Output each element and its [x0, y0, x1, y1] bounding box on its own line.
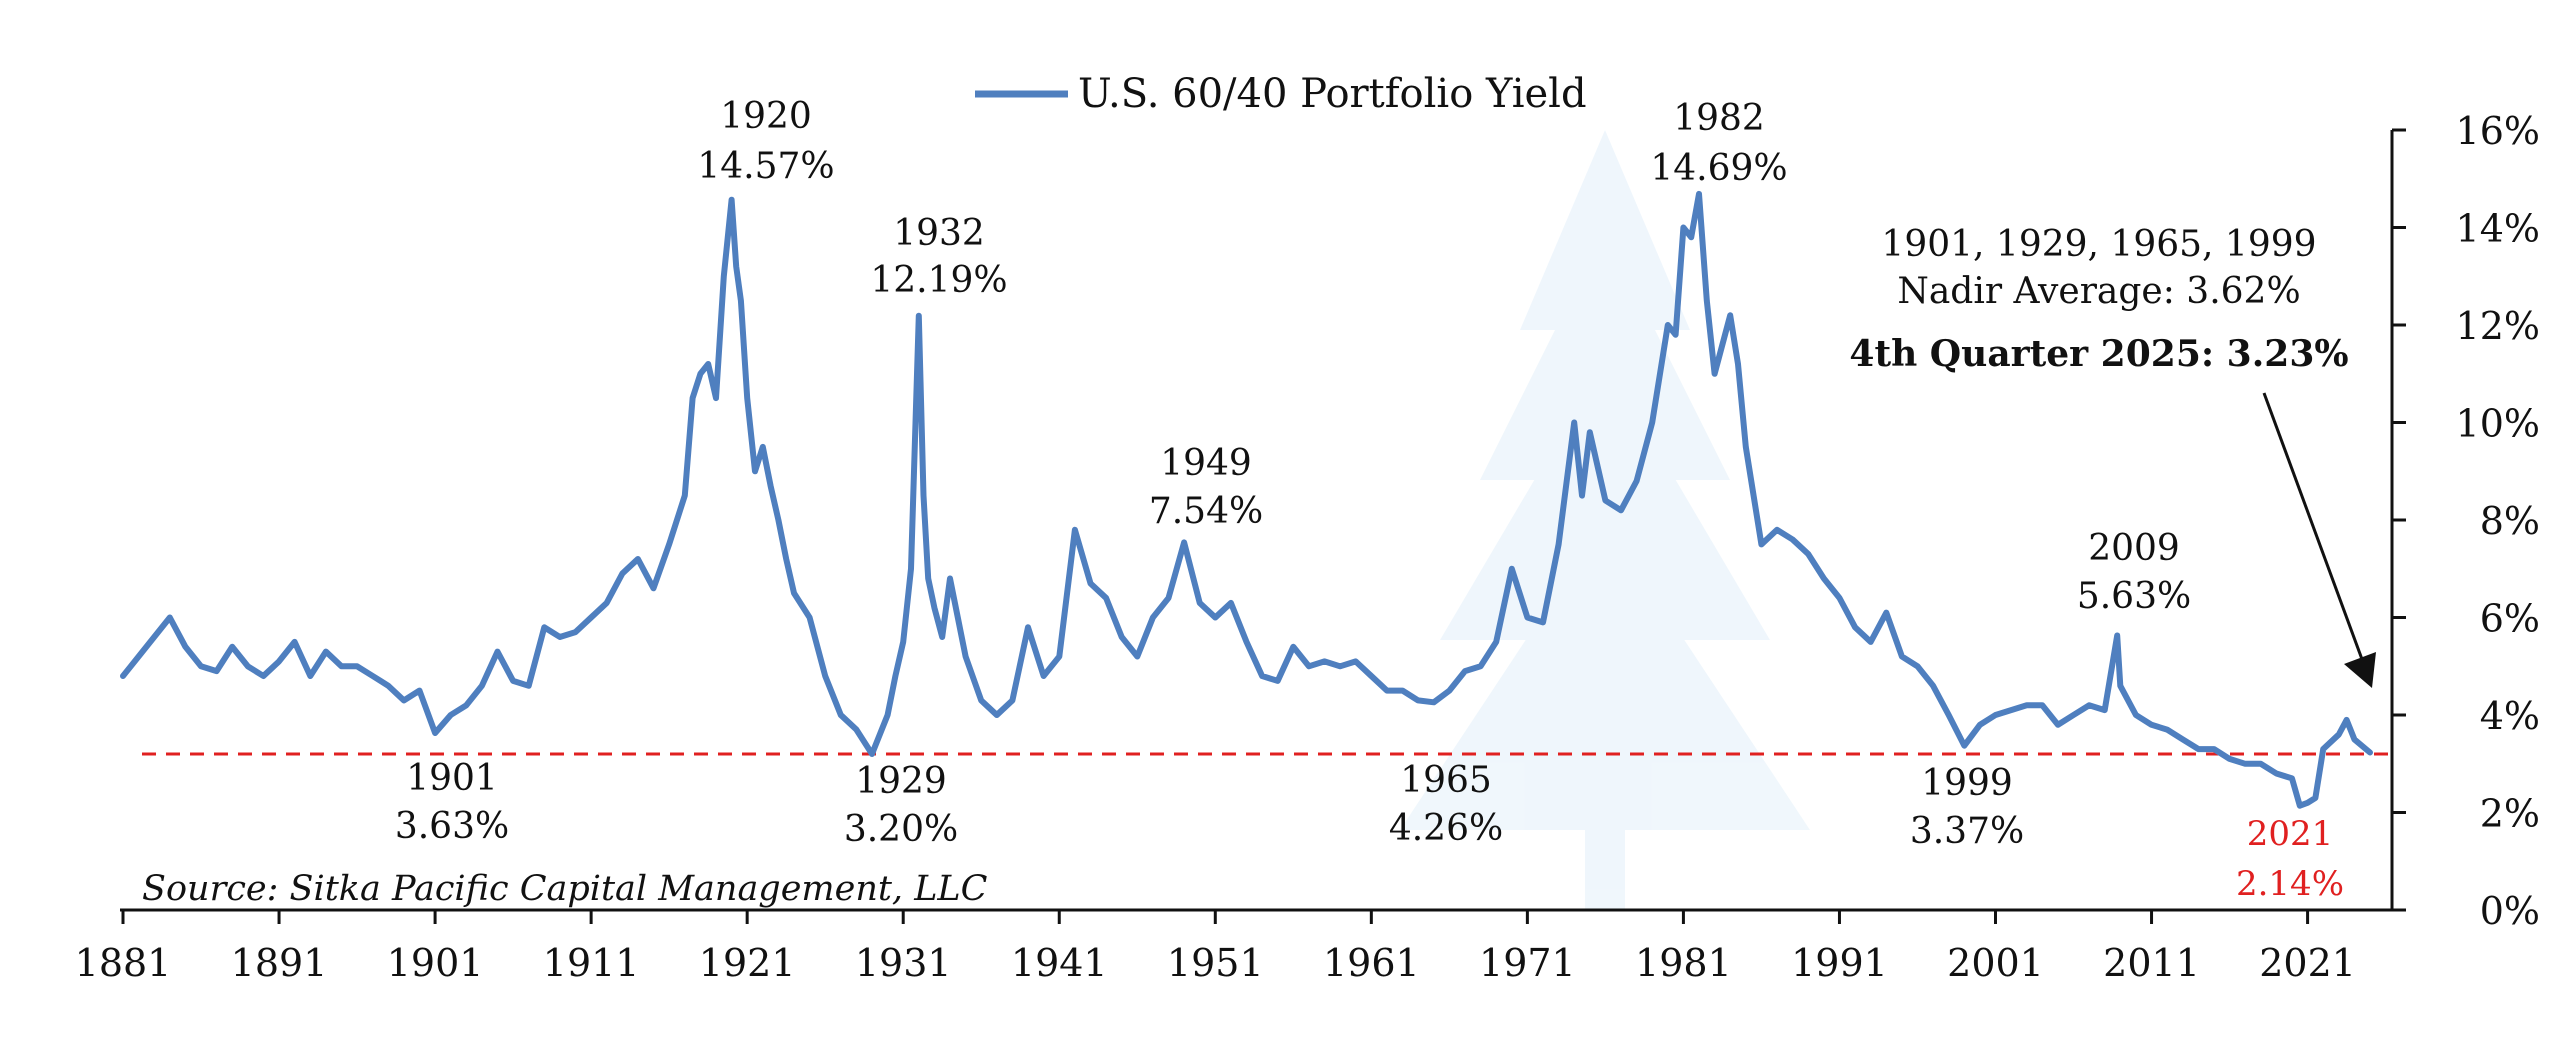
- y-tick-label: 10%: [2456, 402, 2540, 446]
- x-tick-label: 1981: [1635, 941, 1732, 985]
- x-tick-label: 1901: [387, 941, 484, 985]
- x-tick-label: 1891: [231, 941, 328, 985]
- annotation-1965-value: 4.26%: [1389, 808, 1503, 849]
- annotation-1982-value: 14.69%: [1650, 148, 1787, 189]
- x-tick-label: 2011: [2103, 941, 2200, 985]
- annotation-2009-value: 5.63%: [2077, 576, 2191, 617]
- annotation-1982-year: 1982: [1673, 98, 1765, 139]
- y-tick-label: 8%: [2480, 499, 2540, 543]
- y-tick-label: 12%: [2456, 304, 2540, 348]
- annotation-1901-year: 1901: [406, 758, 498, 799]
- annotation-1965-year: 1965: [1400, 760, 1492, 801]
- current-value-arrow: [2262, 392, 2365, 663]
- y-tick-label: 16%: [2456, 109, 2540, 153]
- x-tick-label: 2021: [2259, 941, 2356, 985]
- annotation-1982: 1982 14.69%: [1650, 98, 1787, 189]
- annotation-2021-year: 2021: [2247, 814, 2334, 854]
- x-tick-label: 2001: [1947, 941, 2044, 985]
- y-tick-label: 14%: [2456, 207, 2540, 251]
- annotation-1932: 1932 12.19%: [870, 213, 1007, 301]
- annotation-2021-value: 2.14%: [2236, 864, 2344, 904]
- annotation-1929-value: 3.20%: [844, 809, 958, 850]
- x-axis-ticks: 1881 1891 1901 1911 1921 1931 1941 1951 1961 1971…: [75, 910, 2356, 985]
- series-line-portfolio-yield: [120, 190, 2373, 809]
- annotation-1999-value: 3.37%: [1910, 811, 2024, 852]
- x-tick-label: 1951: [1167, 941, 1264, 985]
- x-tick-label: 1881: [75, 941, 172, 985]
- annotation-1999: 1999 3.37%: [1910, 763, 2024, 852]
- source-note: Source: Sitka Pacific Capital Management…: [142, 869, 988, 909]
- x-tick-label: 1991: [1791, 941, 1888, 985]
- current-value-note: 4th Quarter 2025: 3.23%: [1849, 333, 2348, 375]
- y-tick-label: 4%: [2480, 694, 2540, 738]
- nadir-average-note: Nadir Average: 3.62%: [1897, 271, 2300, 312]
- annotation-1920-year: 1920: [720, 96, 812, 137]
- x-tick-label: 1961: [1323, 941, 1420, 985]
- y-tick-label: 2%: [2480, 792, 2540, 836]
- annotation-1929-year: 1929: [855, 761, 947, 802]
- arrow-head-icon: [2344, 652, 2376, 688]
- nadir-years-note: 1901, 1929, 1965, 1999: [1881, 224, 2316, 265]
- legend-label: U.S. 60/40 Portfolio Yield: [1078, 71, 1587, 117]
- x-tick-label: 1941: [1011, 941, 1108, 985]
- annotation-1999-year: 1999: [1921, 763, 2013, 804]
- annotation-1949-value: 7.54%: [1149, 491, 1263, 532]
- x-tick-label: 1921: [699, 941, 796, 985]
- annotation-1920-value: 14.57%: [697, 146, 834, 187]
- annotation-2021: 2021 2.14%: [2236, 814, 2344, 904]
- annotation-1901-value: 3.63%: [395, 806, 509, 847]
- x-tick-label: 1971: [1479, 941, 1576, 985]
- annotation-1965: 1965 4.26%: [1389, 760, 1503, 849]
- annotation-1949: 1949 7.54%: [1149, 443, 1263, 532]
- annotation-1932-value: 12.19%: [870, 260, 1007, 301]
- legend: U.S. 60/40 Portfolio Yield: [975, 71, 1587, 117]
- y-tick-label: 0%: [2480, 889, 2540, 933]
- annotation-1929: 1929 3.20%: [844, 761, 958, 850]
- annotation-1901: 1901 3.63%: [395, 758, 509, 847]
- annotation-1949-year: 1949: [1160, 443, 1252, 484]
- x-tick-label: 1931: [855, 941, 952, 985]
- y-tick-label: 6%: [2480, 597, 2540, 641]
- annotation-2009: 2009 5.63%: [2077, 528, 2191, 617]
- x-tick-label: 1911: [543, 941, 640, 985]
- y-axis-ticks: 0% 2% 4% 6% 8% 10% 12% 14% 16%: [2392, 109, 2540, 933]
- annotation-1920: 1920 14.57%: [697, 96, 834, 187]
- annotation-1932-year: 1932: [893, 213, 985, 254]
- annotation-2009-year: 2009: [2088, 528, 2180, 569]
